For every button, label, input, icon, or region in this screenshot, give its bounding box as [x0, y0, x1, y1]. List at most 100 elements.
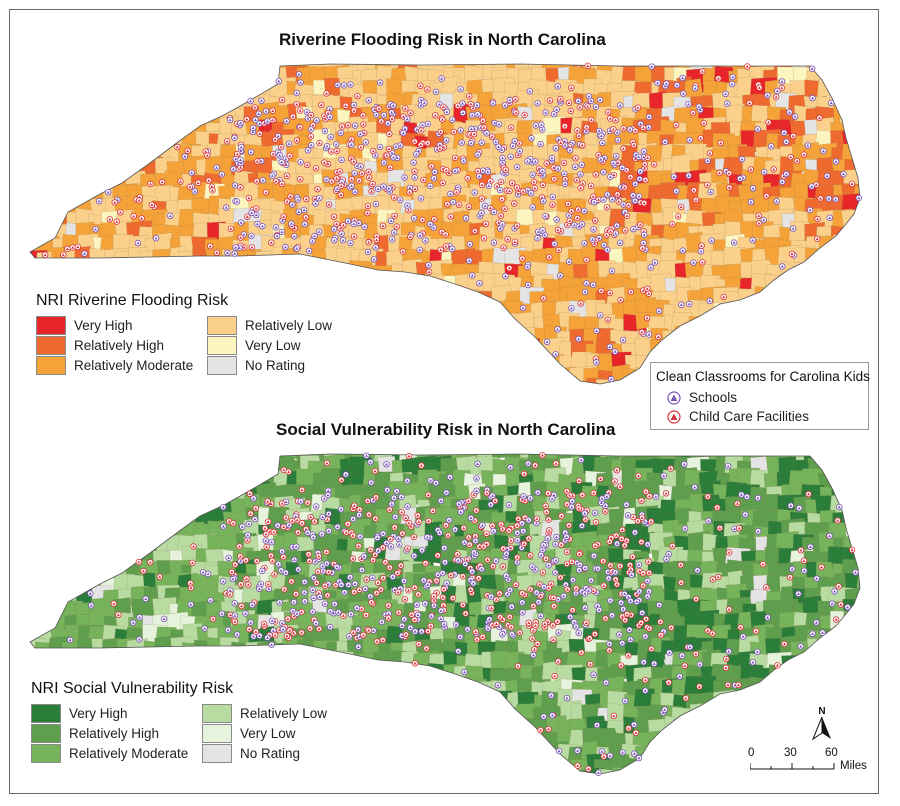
census-tract: [417, 718, 437, 746]
school-point: [555, 629, 562, 636]
child-care-point: [818, 563, 825, 571]
census-tract: [477, 758, 505, 774]
census-tract: [570, 785, 592, 806]
child-care-point: [569, 606, 576, 614]
child-care-point: [525, 535, 532, 542]
census-tract: [830, 454, 854, 468]
census-tract: [347, 731, 373, 752]
census-tract: [455, 782, 481, 803]
census-tract: [817, 667, 840, 695]
school-point: [310, 534, 317, 541]
school-point: [342, 471, 349, 478]
census-tract: [751, 718, 779, 743]
census-tract: [711, 706, 736, 732]
census-tract: [192, 473, 213, 494]
child-care-point: [591, 630, 599, 638]
census-tract: [139, 767, 165, 774]
census-tract: [51, 524, 73, 546]
census-tract: [114, 649, 140, 675]
child-care-point: [315, 625, 323, 633]
census-tract: [764, 703, 787, 728]
census-tract: [724, 706, 748, 732]
child-care-point: [110, 600, 117, 607]
census-tract: [78, 521, 99, 542]
school-point: [494, 682, 502, 689]
census-tract: [101, 469, 126, 497]
school-point: [231, 612, 239, 619]
school-point: [269, 617, 276, 624]
census-tract: [491, 783, 512, 806]
child-care-point: [228, 568, 235, 575]
census-tract: [35, 585, 58, 612]
census-tract: [415, 729, 438, 752]
school-point: [437, 607, 445, 614]
census-tract: [648, 730, 669, 757]
census-tract: [30, 479, 51, 506]
census-tract: [463, 742, 488, 769]
child-care-point: [534, 640, 541, 647]
child-care-point: [414, 512, 421, 519]
census-tract: [297, 767, 320, 774]
census-tract: [195, 767, 216, 774]
census-tract: [385, 702, 404, 723]
school-point: [575, 629, 582, 637]
school-point: [826, 532, 833, 540]
census-tract: [102, 654, 126, 676]
child-care-point: [632, 729, 639, 736]
census-tract: [273, 642, 294, 667]
census-tract: [647, 782, 664, 803]
child-care-point: [261, 525, 269, 532]
school-point: [484, 625, 492, 632]
census-tract: [841, 468, 860, 493]
child-care-point: [722, 664, 730, 671]
census-tract: [699, 706, 724, 724]
census-tract: [228, 455, 254, 481]
census-tract: [765, 785, 789, 806]
child-care-point: [550, 603, 558, 610]
census-tract: [78, 483, 97, 505]
child-care-point: [575, 477, 583, 484]
census-tract: [28, 782, 47, 801]
census-tract: [141, 483, 164, 506]
child-care-point: [692, 650, 700, 658]
census-tract: [677, 784, 701, 804]
child-care-point: [285, 468, 292, 476]
census-tract: [50, 533, 76, 557]
census-tract: [676, 766, 697, 774]
census-tract: [503, 727, 525, 751]
school-point: [220, 578, 227, 585]
census-tract: [399, 705, 420, 728]
census-tract: [89, 550, 108, 572]
school-point: [525, 460, 532, 467]
school-point: [325, 510, 332, 518]
child-care-point: [496, 590, 503, 597]
census-tract: [464, 769, 492, 774]
child-care-point: [696, 683, 703, 690]
census-tract: [829, 641, 851, 668]
census-tract: [243, 459, 265, 482]
census-tract: [416, 740, 435, 767]
census-tract: [35, 598, 56, 621]
census-tract: [374, 689, 398, 715]
census-tract: [774, 718, 802, 744]
census-tract: [751, 704, 774, 725]
school-point: [441, 559, 449, 566]
school-point: [129, 619, 137, 626]
school-point: [304, 529, 311, 536]
census-tract: [384, 679, 410, 707]
census-tract: [612, 782, 637, 803]
census-tract: [170, 467, 191, 493]
child-care-point: [404, 545, 411, 552]
school-point: [577, 456, 585, 464]
census-tract: [440, 782, 457, 803]
census-tract: [456, 676, 482, 697]
school-point: [635, 754, 643, 762]
school-point: [418, 628, 425, 635]
census-tract: [99, 522, 123, 543]
school-point: [645, 588, 653, 595]
census-tract: [40, 454, 64, 462]
child-care-point: [362, 611, 370, 619]
child-care-point: [349, 555, 357, 562]
census-tract: [781, 688, 806, 714]
